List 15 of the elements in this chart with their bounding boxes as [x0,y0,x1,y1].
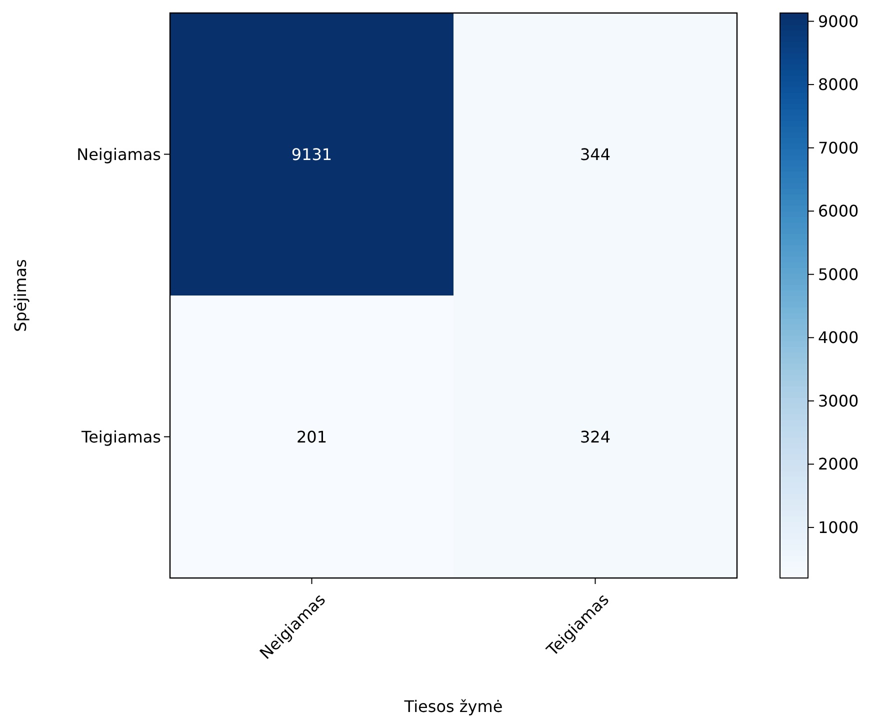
color-bar-label: 3000 [818,391,859,410]
color-bar-label: 2000 [818,454,859,474]
color-bar-label: 4000 [818,328,859,348]
color-bar-label: 8000 [818,75,859,94]
y-axis-title: Spėjimas [11,259,30,332]
color-bar-label: 6000 [818,202,859,221]
data-label: 9131 [291,144,332,164]
color-bar-label: 1000 [818,518,859,537]
color-bar-label: 9000 [818,12,859,31]
data-label: 344 [580,144,611,164]
x-axis-title: Tiesos žymė [403,697,503,716]
color-bar-label: 5000 [818,264,859,284]
data-label: 324 [580,427,611,446]
data-label: 201 [296,427,328,446]
color-bar-label: 7000 [818,138,859,158]
